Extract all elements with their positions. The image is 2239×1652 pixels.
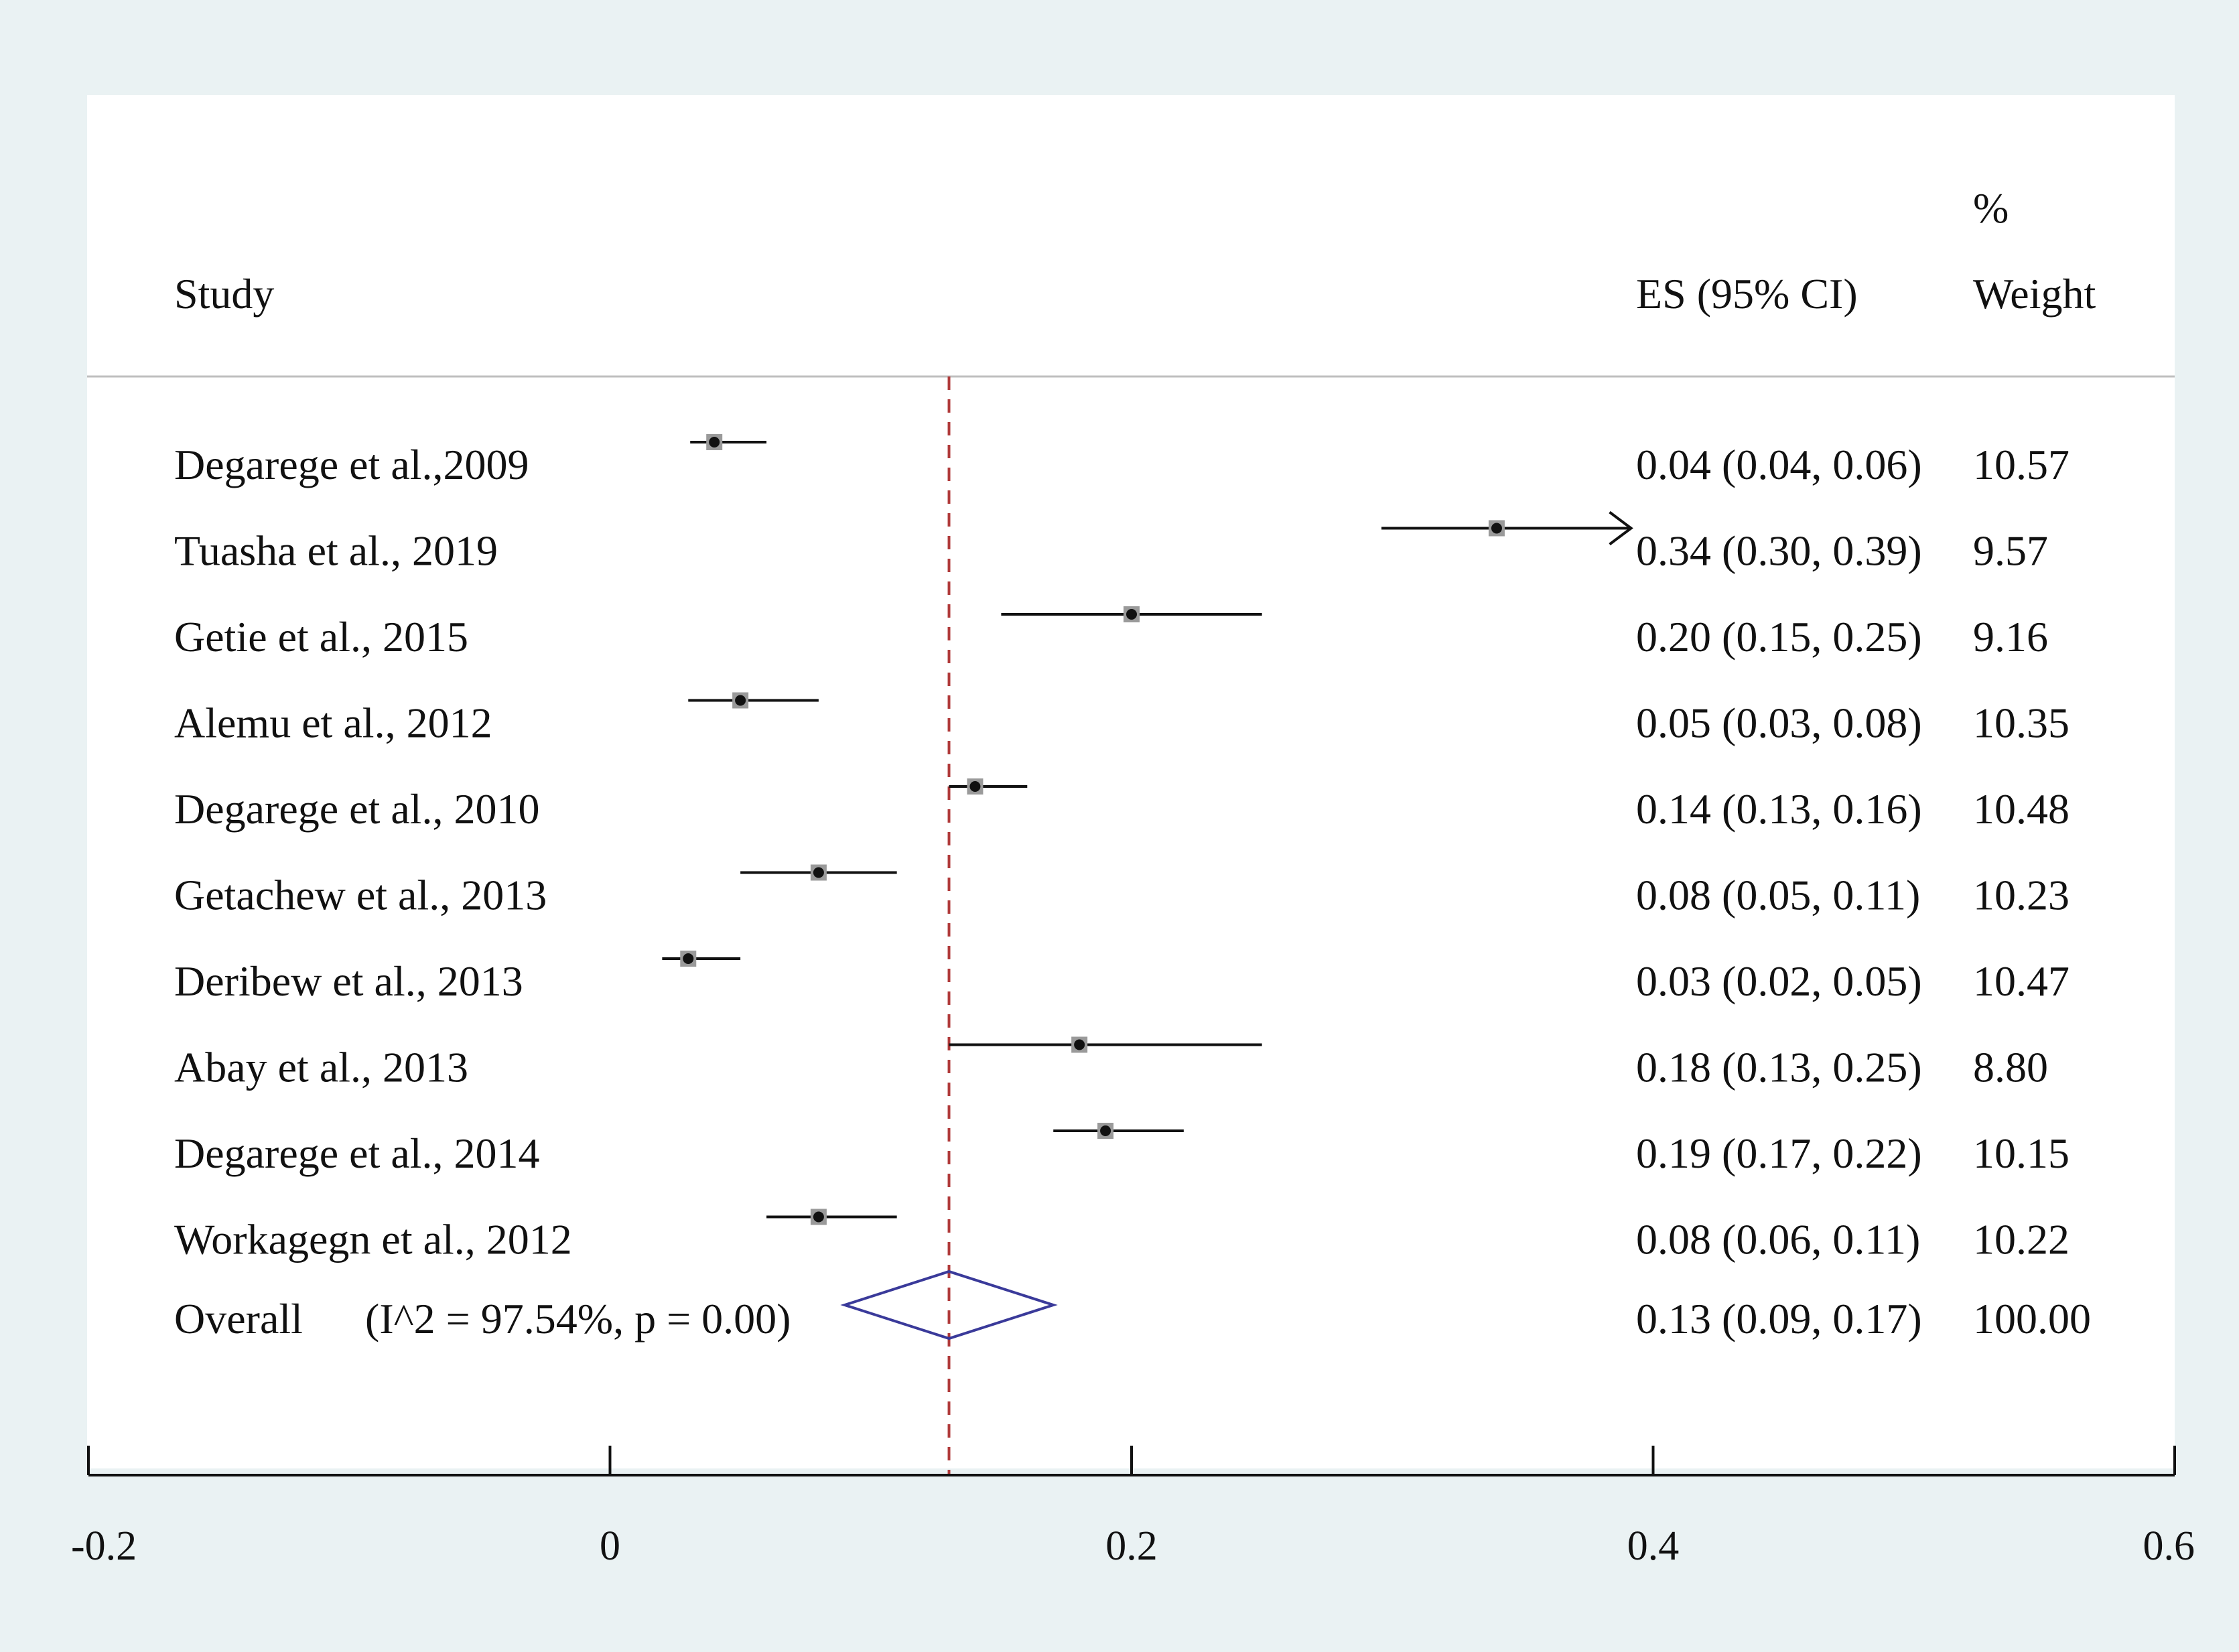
study-weight: 10.22 [1973, 1216, 2070, 1263]
study-row: Degarege et al., 2010 0.14 (0.13, 0.16) 10… [174, 778, 2070, 833]
study-row: Getachew et al., 2013 0.08 (0.05, 0.11) 10… [174, 864, 2070, 919]
point-estimate [1126, 609, 1137, 620]
study-es-ci: 0.14 (0.13, 0.16) [1636, 785, 1922, 833]
study-es-ci: 0.20 (0.15, 0.25) [1636, 613, 1922, 661]
study-rows: Degarege et al.,2009 0.04 (0.04, 0.06) 10.… [174, 434, 2070, 1263]
study-label: Tuasha et al., 2019 [174, 527, 498, 575]
study-row: Degarege et al., 2014 0.19 (0.17, 0.22) 10… [174, 1123, 2070, 1177]
point-estimate [1074, 1039, 1085, 1050]
study-weight: 10.48 [1973, 785, 2070, 833]
study-es-ci: 0.05 (0.03, 0.08) [1636, 699, 1922, 747]
study-es-ci: 0.03 (0.02, 0.05) [1636, 957, 1922, 1005]
study-label: Alemu et al., 2012 [174, 699, 492, 747]
study-label: Deribew et al., 2013 [174, 957, 523, 1005]
point-estimate [1100, 1125, 1111, 1136]
x-tick-label: 0.2 [1105, 1523, 1158, 1569]
study-row: Getie et al., 2015 0.20 (0.15, 0.25) 9.16 [174, 606, 2048, 661]
study-weight: 9.57 [1973, 527, 2048, 575]
study-label: Workagegn et al., 2012 [174, 1216, 572, 1263]
overall-diamond [840, 1269, 1058, 1340]
study-row: Abay et al., 2013 0.18 (0.13, 0.25) 8.80 [174, 1036, 2048, 1091]
x-tick-label: -0.2 [71, 1523, 137, 1569]
point-estimate [1491, 523, 1502, 534]
x-tick-label: 0.4 [1627, 1523, 1680, 1569]
header-weight: Weight [1973, 270, 2096, 318]
point-estimate [709, 437, 720, 448]
header-weight-percent: % [1973, 184, 2009, 232]
overall-label: Overall [174, 1295, 303, 1343]
study-es-ci: 0.08 (0.06, 0.11) [1636, 1216, 1920, 1263]
study-row: Tuasha et al., 2019 0.34 (0.30, 0.39) 9.57 [174, 510, 2048, 575]
study-label: Getie et al., 2015 [174, 613, 468, 661]
study-row: Deribew et al., 2013 0.03 (0.02, 0.05) 10.… [174, 951, 2070, 1005]
overall-es-ci: 0.13 (0.09, 0.17) [1636, 1295, 1922, 1343]
point-estimate [683, 953, 694, 964]
overall-heterogeneity: (I^2 = 97.54%, p = 0.00) [365, 1295, 791, 1343]
study-weight: 10.15 [1973, 1129, 2070, 1177]
study-es-ci: 0.19 (0.17, 0.22) [1636, 1129, 1922, 1177]
ci-arrow [1609, 510, 1633, 546]
study-weight: 10.35 [1973, 699, 2070, 747]
study-weight: 10.23 [1973, 872, 2070, 919]
header-es-ci: ES (95% CI) [1636, 270, 1858, 318]
study-es-ci: 0.34 (0.30, 0.39) [1636, 527, 1922, 575]
point-estimate [813, 867, 824, 878]
study-weight: 10.57 [1973, 441, 2070, 488]
plot-panel [87, 95, 2175, 1468]
x-tick-label: 0 [600, 1523, 620, 1569]
point-estimate [813, 1211, 824, 1223]
study-row: Alemu et al., 2012 0.05 (0.03, 0.08) 10.35 [174, 692, 2070, 747]
study-label: Degarege et al., 2014 [174, 1129, 540, 1177]
study-label: Abay et al., 2013 [174, 1044, 468, 1091]
study-weight: 10.47 [1973, 957, 2070, 1005]
study-es-ci: 0.18 (0.13, 0.25) [1636, 1044, 1922, 1091]
study-label: Getachew et al., 2013 [174, 872, 547, 919]
study-label: Degarege et al.,2009 [174, 441, 529, 488]
header-study: Study [174, 270, 274, 318]
study-weight: 9.16 [1973, 613, 2048, 661]
study-row: Degarege et al.,2009 0.04 (0.04, 0.06) 10.… [174, 434, 2070, 488]
study-row: Workagegn et al., 2012 0.08 (0.06, 0.11) 1… [174, 1209, 2070, 1263]
point-estimate [735, 695, 746, 706]
study-weight: 8.80 [1973, 1044, 2048, 1091]
study-es-ci: 0.04 (0.04, 0.06) [1636, 441, 1922, 488]
overall-weight: 100.00 [1973, 1295, 2091, 1343]
x-axis: -0.2 0 0.2 0.4 0.6 [71, 1446, 2195, 1569]
study-es-ci: 0.08 (0.05, 0.11) [1636, 872, 1920, 919]
x-tick-label: 0.6 [2143, 1523, 2195, 1569]
study-label: Degarege et al., 2010 [174, 785, 540, 833]
point-estimate [969, 781, 981, 792]
